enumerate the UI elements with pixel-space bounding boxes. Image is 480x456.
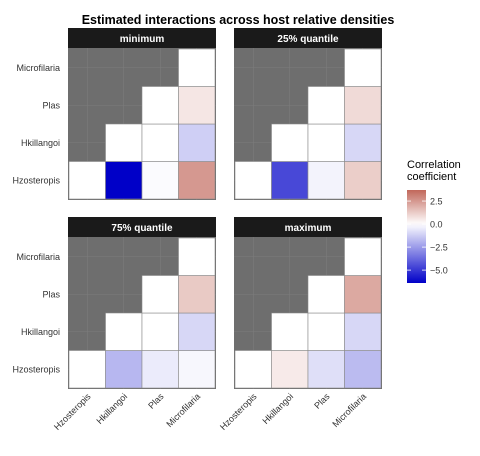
heatmap-cell xyxy=(272,351,309,389)
colorbar xyxy=(407,190,426,283)
x-tick-label: Microfilaria xyxy=(164,391,202,429)
heatmap-cell xyxy=(345,313,382,351)
panels-layer: minimumHzosteropisHkillangoiPlasMicrofil… xyxy=(12,28,382,432)
x-tick-label: Microfilaria xyxy=(330,391,368,429)
heatmap-cell xyxy=(308,87,345,125)
heatmap-cell xyxy=(179,276,216,314)
heatmap-cell xyxy=(345,49,382,87)
heatmap-cell xyxy=(235,351,272,389)
y-tick-label: Microfilaria xyxy=(16,252,60,262)
heatmap-cell xyxy=(345,238,382,276)
heatmap-cell xyxy=(179,238,216,276)
heatmap-cell xyxy=(106,162,143,200)
facet-panel: maximum Hzosteropis Hkillangoi PlasMicrofil… xyxy=(218,217,382,432)
chart-title: Estimated interactions across host relat… xyxy=(82,13,395,27)
heatmap-cell xyxy=(235,162,272,200)
heatmap-cell xyxy=(179,49,216,87)
heatmap-cell xyxy=(308,124,345,162)
x-tick-label: Hzosteropis xyxy=(52,391,93,432)
heatmap-cell xyxy=(106,124,143,162)
facet-panel: minimum Hzosteropis Hkillangoi Plas Microfil… xyxy=(12,28,216,200)
heatmap-cell xyxy=(345,162,382,200)
y-tick-label: Hkillangoi xyxy=(21,138,60,148)
y-tick-label: Hzosteropis xyxy=(12,364,60,374)
heatmap-cell xyxy=(106,351,143,389)
legend-title: Correlation xyxy=(407,159,461,171)
heatmap-cell xyxy=(345,124,382,162)
heatmap-cell xyxy=(308,162,345,200)
heatmap-cell xyxy=(142,351,179,389)
heatmap-cell xyxy=(345,351,382,389)
colorbar-tick-label: −5.0 xyxy=(430,266,448,276)
x-tick-label: Plas xyxy=(312,391,332,411)
heatmap-cell xyxy=(69,351,106,389)
colorbar-tick-label: 0.0 xyxy=(430,220,443,230)
heatmap-cell xyxy=(179,87,216,125)
facet-strip-label: 25% quantile xyxy=(277,34,339,45)
heatmap-cell xyxy=(345,87,382,125)
heatmap-cell xyxy=(142,276,179,314)
heatmap-cell xyxy=(272,313,309,351)
heatmap-cell xyxy=(142,162,179,200)
heatmap-cell xyxy=(272,124,309,162)
heatmap-cell xyxy=(308,313,345,351)
facet-panel: 75% quantileHzosteropisHkillangoiPlasMic… xyxy=(12,217,216,432)
heatmap-cell xyxy=(308,276,345,314)
heatmap-cell xyxy=(345,276,382,314)
colorbar-tick-label: −2.5 xyxy=(430,243,448,253)
legend-title: coefficient xyxy=(407,171,456,183)
facet-panel: 25% quantile xyxy=(234,28,382,200)
heatmap-cell xyxy=(308,351,345,389)
y-tick-label: Plas xyxy=(42,289,60,299)
y-tick-label: Hkillangoi xyxy=(21,327,60,337)
y-tick-label: Microfilaria xyxy=(16,63,60,73)
x-tick-label: Hzosteropis xyxy=(218,391,259,432)
x-tick-label: Plas xyxy=(146,391,166,411)
heatmap-cell xyxy=(142,313,179,351)
x-tick-label: Hkillangoi xyxy=(260,391,295,426)
heatmap-cell xyxy=(106,313,143,351)
colorbar-tick-label: 2.5 xyxy=(430,197,443,207)
heatmap-cell xyxy=(142,124,179,162)
facet-strip-label: 75% quantile xyxy=(111,223,173,234)
heatmap-cell xyxy=(179,313,216,351)
heatmap-cell xyxy=(179,351,216,389)
y-tick-label: Plas xyxy=(42,100,60,110)
heatmap-cell xyxy=(69,162,106,200)
heatmap-cell xyxy=(179,162,216,200)
heatmap-cell xyxy=(142,87,179,125)
x-tick-label: Hkillangoi xyxy=(94,391,129,426)
heatmap-cell xyxy=(179,124,216,162)
heatmap-cell xyxy=(272,162,309,200)
facet-strip-label: minimum xyxy=(120,34,165,45)
facet-strip-label: maximum xyxy=(285,223,332,234)
y-tick-label: Hzosteropis xyxy=(12,175,60,185)
